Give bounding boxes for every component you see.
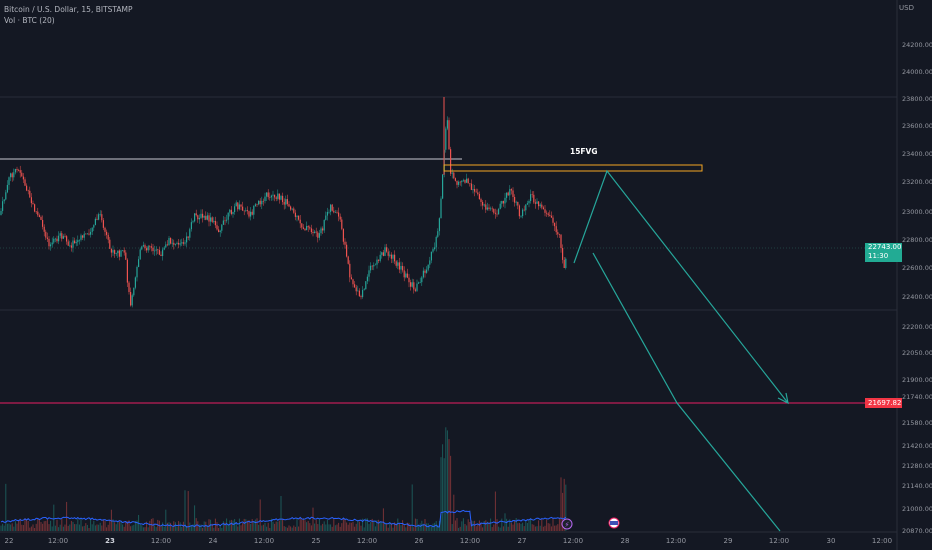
price-tick: 22600.00 — [902, 264, 932, 272]
price-tick: 23000.00 — [902, 208, 932, 216]
time-tick: 23 — [105, 537, 115, 545]
time-tick: 12:00 — [562, 537, 584, 545]
price-tick: 21280.00 — [902, 462, 932, 470]
price-tick: 21740.00 — [902, 393, 932, 401]
price-tick: 22200.00 — [902, 323, 932, 331]
projection-arrow-1[interactable] — [573, 169, 789, 404]
event-icon-lightning[interactable] — [561, 518, 573, 530]
time-tick: 27 — [517, 537, 527, 545]
lightning-icon: ⚡ — [565, 521, 570, 529]
currency-label[interactable]: USD — [899, 4, 914, 12]
time-tick: 12:00 — [459, 537, 481, 545]
time-tick: 12:00 — [150, 537, 172, 545]
current-price-value: 22743.00 — [868, 243, 902, 251]
time-tick: 29 — [723, 537, 733, 545]
time-tick: 12:00 — [356, 537, 378, 545]
price-tick: 21420.00 — [902, 442, 932, 450]
time-tick: 12:00 — [47, 537, 69, 545]
current-price-badge: 22743.00 11:30 — [865, 243, 902, 262]
price-tick: 20870.00 — [902, 527, 932, 535]
price-tick: 23800.00 — [902, 95, 932, 103]
volume-legend[interactable]: Vol · BTC (20) — [4, 16, 55, 25]
time-tick: 12:00 — [768, 537, 790, 545]
time-tick: 12:00 — [871, 537, 893, 545]
price-tick: 23400.00 — [902, 150, 932, 158]
price-tick: 21900.00 — [902, 376, 932, 384]
symbol-legend[interactable]: Bitcoin / U.S. Dollar, 15, BITSTAMP — [4, 5, 133, 14]
candles — [0, 97, 567, 308]
time-tick: 26 — [414, 537, 424, 545]
flag-icon — [610, 521, 618, 525]
time-tick: 25 — [311, 537, 321, 545]
projection-arrow-2[interactable] — [592, 252, 781, 532]
time-tick: 30 — [826, 537, 836, 545]
target-price-badge: 21697.82 — [865, 398, 902, 408]
time-tick: 24 — [208, 537, 218, 545]
price-tick: 23200.00 — [902, 178, 932, 186]
price-tick: 21140.00 — [902, 482, 932, 490]
price-tick: 24200.00 — [902, 41, 932, 49]
arrow-head-1 — [777, 392, 789, 405]
time-tick: 12:00 — [665, 537, 687, 545]
price-tick: 22050.00 — [902, 349, 932, 357]
price-tick: 21000.00 — [902, 505, 932, 513]
price-tick: 21580.00 — [902, 419, 932, 427]
fvg-label[interactable]: 15FVG — [570, 147, 598, 156]
time-tick: 22 — [4, 537, 14, 545]
time-tick: 28 — [620, 537, 630, 545]
price-tick: 23600.00 — [902, 122, 932, 130]
time-tick: 12:00 — [253, 537, 275, 545]
volume-bars — [0, 427, 567, 531]
price-tick: 22800.00 — [902, 236, 932, 244]
fvg-box[interactable] — [443, 164, 703, 172]
bar-countdown: 11:30 — [868, 251, 889, 260]
volume-ma-line — [0, 509, 567, 528]
price-tick: 22400.00 — [902, 293, 932, 301]
price-tick: 24000.00 — [902, 68, 932, 76]
